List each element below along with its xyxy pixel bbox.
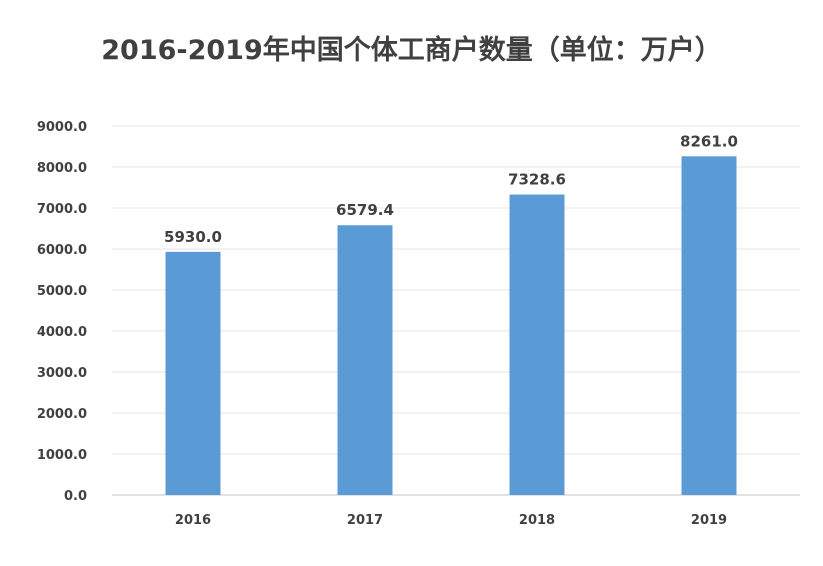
- chart-title: 2016-2019年中国个体工商户数量（单位：万户）: [101, 35, 722, 66]
- x-tick-label-2017: 2017: [347, 513, 383, 528]
- bar-2016: [165, 251, 221, 495]
- y-tick-label: 5000.0: [37, 284, 87, 299]
- y-tick-label: 7000.0: [37, 202, 87, 217]
- y-tick-label: 6000.0: [37, 243, 87, 258]
- y-tick-label: 3000.0: [37, 366, 87, 381]
- y-tick-label: 9000.0: [37, 120, 87, 135]
- y-tick-label: 4000.0: [37, 325, 87, 340]
- bar-2017: [337, 225, 393, 495]
- labels: 0.0 1000.0 2000.0 3000.0 4000.0 5000.0 6000.0 7…: [37, 120, 738, 528]
- x-tick-label-2019: 2019: [691, 513, 727, 528]
- y-tick-label: 0.0: [64, 489, 87, 504]
- data-label-2019: 8261.0: [680, 132, 738, 150]
- x-tick-label-2018: 2018: [519, 513, 555, 528]
- y-tick-label: 1000.0: [37, 448, 87, 463]
- data-label-2017: 6579.4: [336, 201, 394, 219]
- data-label-2018: 7328.6: [508, 171, 566, 189]
- bars: [165, 156, 737, 495]
- x-tick-label-2016: 2016: [175, 513, 211, 528]
- y-tick-label: 8000.0: [37, 161, 87, 176]
- y-tick-label: 2000.0: [37, 407, 87, 422]
- bar-2019: [681, 156, 737, 495]
- bar-2018: [509, 194, 565, 495]
- data-label-2016: 5930.0: [164, 228, 222, 246]
